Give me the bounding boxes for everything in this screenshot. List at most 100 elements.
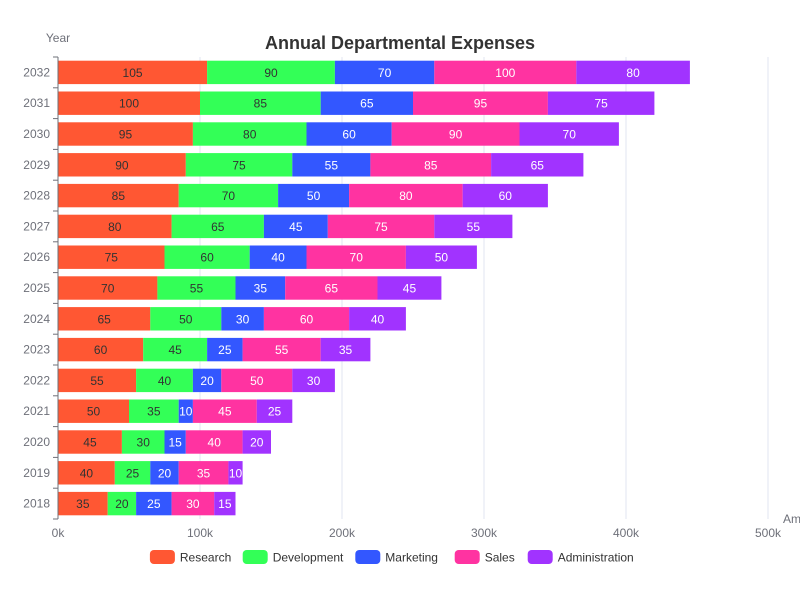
bar-segment[interactable] — [334, 60, 435, 85]
bar-segment[interactable] — [434, 60, 577, 85]
x-tick-label: 300k — [471, 526, 498, 540]
bar-segment[interactable] — [143, 337, 208, 362]
bar-segment[interactable] — [171, 214, 264, 239]
bar-segment[interactable] — [405, 245, 477, 269]
legend-item[interactable]: Development — [242, 550, 344, 565]
bar-segment[interactable] — [178, 399, 193, 423]
bar-segment[interactable] — [164, 430, 186, 454]
y-tick-label: 2027 — [23, 219, 50, 233]
bar-value-label: 35 — [76, 497, 90, 511]
bar-segment[interactable] — [462, 183, 548, 208]
bar-segment[interactable] — [292, 153, 371, 177]
bar-segment[interactable] — [242, 337, 321, 362]
bar-segment[interactable] — [547, 91, 655, 115]
bar-segment[interactable] — [157, 276, 236, 300]
bar-value-label: 45 — [83, 436, 97, 450]
bar-segment[interactable] — [121, 430, 165, 454]
bar-segment[interactable] — [136, 368, 193, 393]
bar-segment[interactable] — [576, 60, 690, 85]
bar-segment[interactable] — [58, 368, 137, 393]
bar-segment[interactable] — [58, 337, 144, 362]
bar-segment[interactable] — [327, 214, 435, 239]
bar-segment[interactable] — [164, 245, 250, 269]
legend-item[interactable]: Research — [149, 550, 231, 565]
bar-segment[interactable] — [221, 368, 293, 393]
bar-segment[interactable] — [192, 122, 307, 146]
bar-segment[interactable] — [228, 461, 243, 485]
bar-segment[interactable] — [306, 122, 392, 146]
bar-segment[interactable] — [249, 245, 307, 269]
bar-segment[interactable] — [178, 461, 229, 485]
bar-segment[interactable] — [114, 461, 151, 485]
bar-segment[interactable] — [242, 430, 271, 454]
bar-value-label: 75 — [232, 158, 246, 172]
legend-item[interactable]: Sales — [454, 550, 515, 565]
bar-segment[interactable] — [278, 183, 350, 208]
bar-segment[interactable] — [58, 491, 108, 516]
bar-segment[interactable] — [58, 430, 122, 454]
bar-value-label: 80 — [399, 189, 413, 203]
bar-segment[interactable] — [58, 276, 158, 300]
bar-segment[interactable] — [221, 307, 264, 331]
bar-segment[interactable] — [370, 153, 492, 177]
bar-segment[interactable] — [285, 276, 378, 300]
bar-segment[interactable] — [320, 91, 413, 115]
bar-segment[interactable] — [58, 307, 151, 331]
bar-segment[interactable] — [185, 153, 293, 177]
y-tick-label: 2023 — [23, 343, 50, 357]
bar-segment[interactable] — [171, 491, 215, 516]
bar-segment[interactable] — [58, 91, 200, 115]
bar-segment[interactable] — [413, 91, 548, 115]
bar-segment[interactable] — [58, 245, 165, 269]
bar-segment[interactable] — [207, 337, 243, 362]
bar-segment[interactable] — [150, 461, 179, 485]
bar-value-label: 50 — [435, 251, 449, 265]
bar-segment[interactable] — [192, 368, 222, 393]
bar-segment[interactable] — [320, 337, 371, 362]
bar-segment[interactable] — [58, 60, 208, 85]
bar-segment[interactable] — [58, 183, 179, 208]
bar-segment[interactable] — [192, 399, 257, 423]
bar-segment[interactable] — [306, 245, 406, 269]
bar-segment[interactable] — [235, 276, 286, 300]
bar-segment[interactable] — [185, 430, 243, 454]
y-tick-label: 2024 — [23, 312, 50, 326]
bar-value-label: 60 — [94, 343, 108, 357]
bar-value-label: 55 — [325, 158, 339, 172]
legend-item[interactable]: Marketing — [355, 550, 438, 565]
chart-title: Annual Departmental Expenses — [265, 33, 535, 53]
bar-segment[interactable] — [107, 491, 137, 516]
bar-segment[interactable] — [58, 214, 172, 239]
bar-segment[interactable] — [256, 399, 293, 423]
bar-segment[interactable] — [434, 214, 513, 239]
bar-segment[interactable] — [58, 399, 129, 423]
x-axis-title: Am — [783, 512, 800, 526]
bar-segment[interactable] — [349, 183, 463, 208]
bar-segment[interactable] — [391, 122, 520, 146]
bar-segment[interactable] — [58, 153, 186, 177]
bar-segment[interactable] — [129, 399, 179, 423]
bar-segment[interactable] — [349, 307, 406, 331]
bar-segment[interactable] — [491, 153, 584, 177]
bar-value-label: 90 — [449, 128, 463, 142]
bar-segment[interactable] — [292, 368, 335, 393]
bar-value-label: 10 — [229, 466, 243, 480]
bar-segment[interactable] — [377, 276, 442, 300]
bar-value-label: 55 — [467, 220, 481, 234]
y-tick-label: 2031 — [23, 96, 50, 110]
bar-value-label: 40 — [208, 436, 222, 450]
bar-value-label: 60 — [300, 312, 314, 326]
bar-segment[interactable] — [58, 122, 193, 146]
bar-segment[interactable] — [200, 91, 321, 115]
bar-segment[interactable] — [150, 307, 222, 331]
y-tick-label: 2021 — [23, 404, 50, 418]
bar-segment[interactable] — [58, 461, 115, 485]
bar-segment[interactable] — [263, 214, 328, 239]
bar-segment[interactable] — [519, 122, 619, 146]
legend-item[interactable]: Administration — [527, 550, 634, 565]
bar-segment[interactable] — [263, 307, 350, 331]
bar-segment[interactable] — [214, 491, 236, 516]
bar-segment[interactable] — [207, 60, 335, 85]
bar-segment[interactable] — [178, 183, 279, 208]
bar-segment[interactable] — [136, 491, 172, 516]
